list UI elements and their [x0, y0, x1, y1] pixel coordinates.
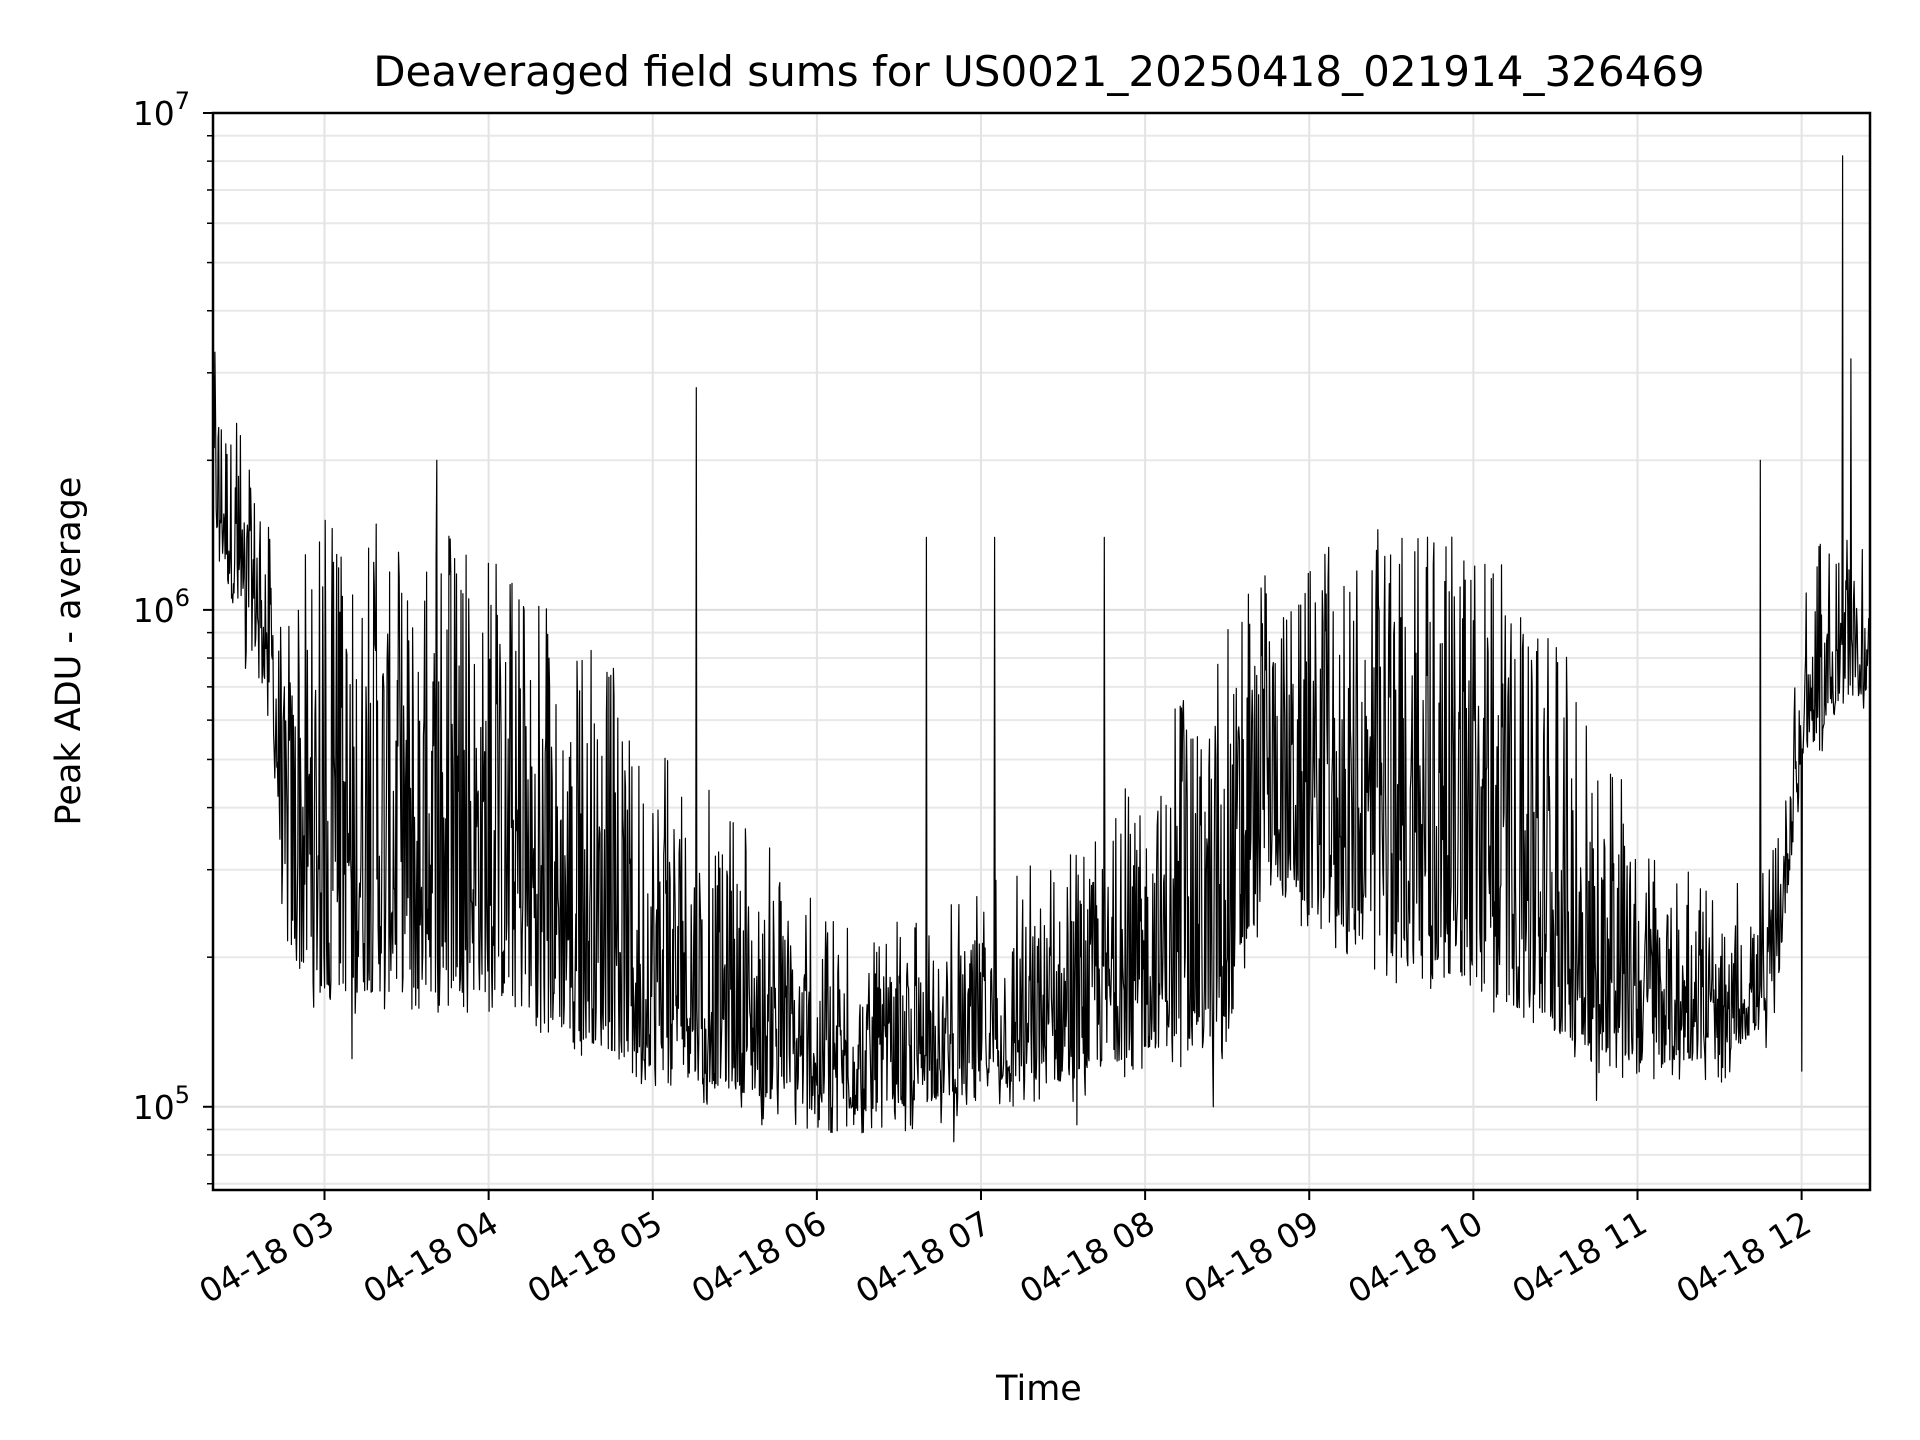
y-tick-label: 105 — [133, 1081, 190, 1127]
y-tick-label-exponent: 6 — [175, 584, 190, 612]
y-tick-label-base: 10 — [133, 1088, 175, 1127]
y-tick-label-base: 10 — [133, 94, 175, 133]
y-axis-label: Peak ADU - average — [49, 477, 89, 826]
y-tick-label-exponent: 7 — [175, 87, 190, 115]
y-tick-label: 106 — [133, 584, 190, 630]
y-tick-label: 107 — [133, 87, 190, 133]
x-axis-label: Time — [995, 1369, 1082, 1409]
plot-area — [212, 155, 1871, 1143]
axes-frame — [211, 111, 1872, 1192]
chart-title: Deaveraged field sums for US0021_2025041… — [373, 47, 1705, 96]
y-tick-label-base: 10 — [133, 591, 175, 630]
series-line — [212, 155, 1871, 1143]
y-tick-label-exponent: 5 — [175, 1081, 190, 1109]
